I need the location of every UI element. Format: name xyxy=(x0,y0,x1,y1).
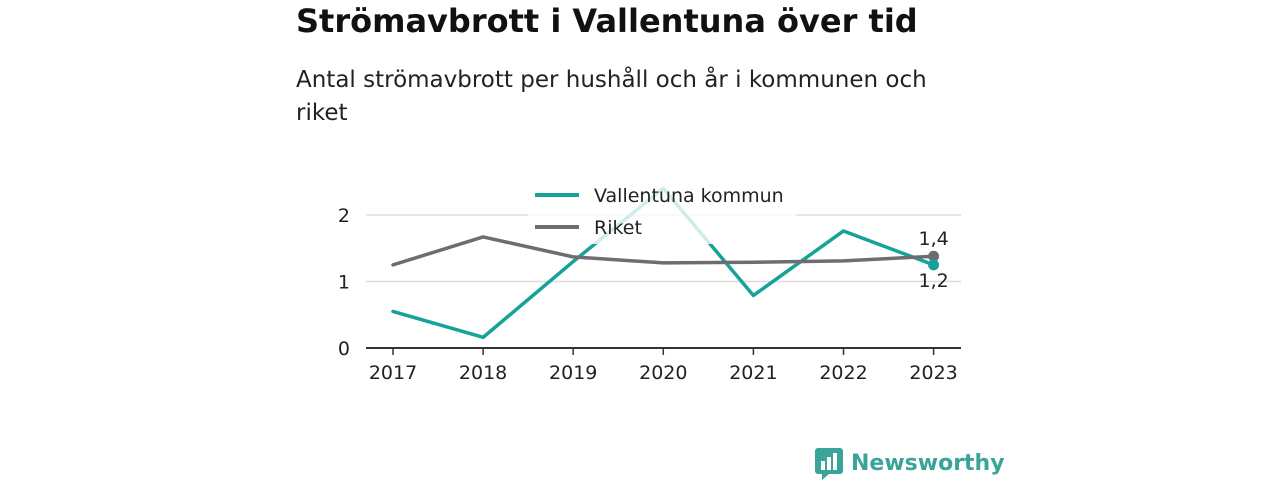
legend-background xyxy=(528,180,796,244)
legend-label: Riket xyxy=(594,217,642,239)
x-axis: 2017 2018 2019 2020 2021 2022 2023 xyxy=(366,347,961,384)
chart-title: Strömavbrott i Vallentuna över tid xyxy=(296,2,918,40)
data-label: 1,2 xyxy=(918,270,948,292)
data-label: 1,4 xyxy=(918,228,948,250)
newsworthy-logo-icon xyxy=(815,448,843,480)
x-tick-label: 2021 xyxy=(729,362,777,384)
x-tick-label: 2018 xyxy=(459,362,507,384)
x-tick-label: 2020 xyxy=(639,362,687,384)
newsworthy-brand: Newsworthy xyxy=(815,446,1005,480)
x-tick-label: 2022 xyxy=(819,362,867,384)
chart-subtitle: Antal strömavbrott per hushåll och år i … xyxy=(296,67,927,126)
series-line-riket xyxy=(391,235,936,267)
y-tick-label: 0 xyxy=(338,338,350,360)
x-tick-label: 2019 xyxy=(549,362,597,384)
legend: Vallentuna kommun Riket xyxy=(528,180,796,244)
brand-name: Newsworthy xyxy=(851,450,1005,476)
end-marker xyxy=(928,250,940,262)
data-labels: 1,4 1,2 xyxy=(918,228,948,292)
y-tick-label: 1 xyxy=(338,272,350,294)
x-tick-label: 2023 xyxy=(909,362,957,384)
x-tick-label: 2017 xyxy=(369,362,417,384)
y-tick-label: 2 xyxy=(338,205,350,227)
end-marker xyxy=(928,259,940,271)
legend-label: Vallentuna kommun xyxy=(594,185,784,207)
